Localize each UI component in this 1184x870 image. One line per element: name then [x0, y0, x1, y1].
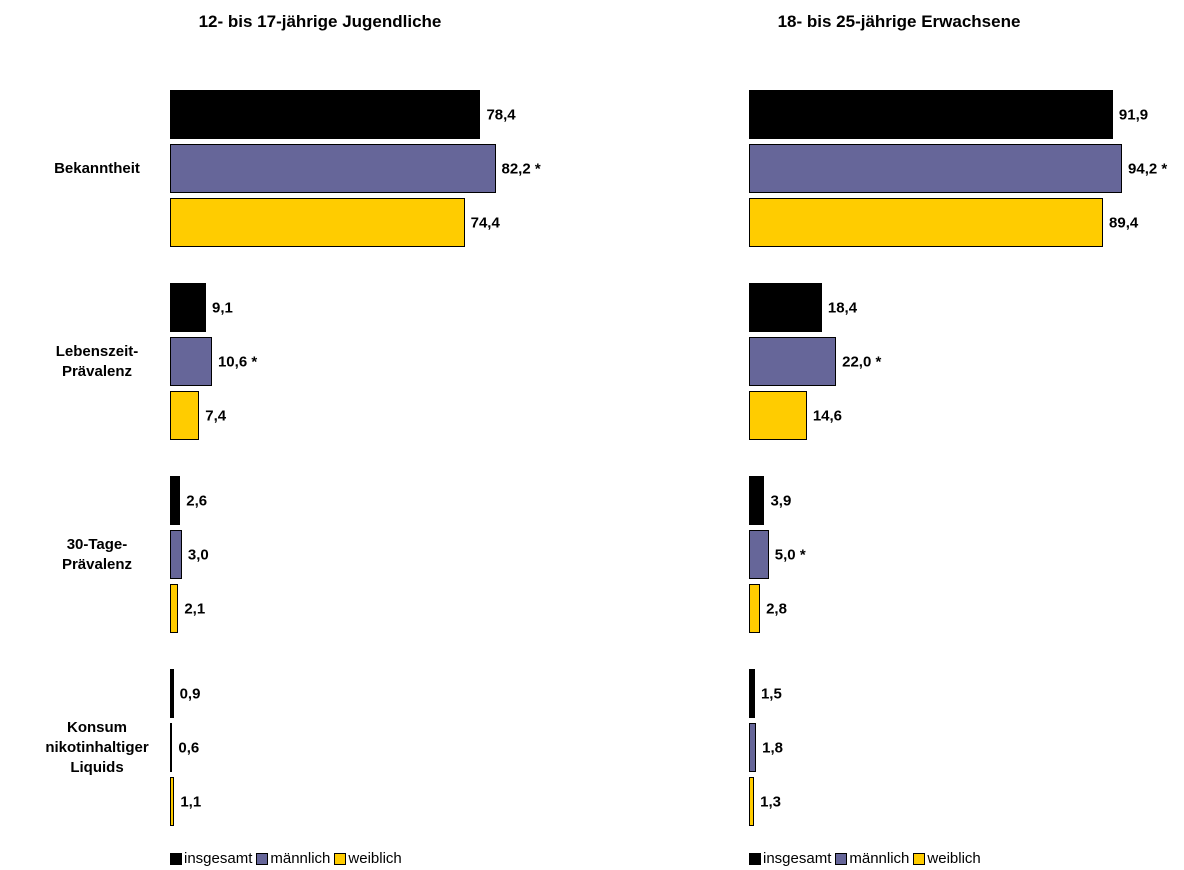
legend-label: insgesamt [184, 850, 253, 867]
bar [170, 669, 174, 718]
chart-title: 12- bis 17-jährige Jugendliche [198, 12, 442, 31]
value-label: 82,2 * [501, 160, 541, 177]
category-label: Konsum nikotinhaltiger Liquids [45, 718, 149, 776]
legend-label: weiblich [927, 850, 981, 867]
value-label: 9,1 [212, 299, 233, 316]
bar [749, 198, 1104, 247]
legend-label: insgesamt [763, 850, 832, 867]
bar [170, 391, 200, 440]
value-label: 91,9 [1118, 106, 1149, 123]
category-label: Lebenszeit- Prävalenz [55, 342, 139, 380]
bar [749, 723, 757, 772]
legend-swatch [835, 852, 848, 865]
bar [749, 337, 837, 386]
value-label: 10,6 * [217, 353, 258, 370]
bar [170, 283, 207, 332]
bar [170, 90, 481, 139]
value-label: 7,4 [205, 407, 227, 424]
legend-swatch [170, 852, 182, 865]
legend-swatch [913, 852, 926, 865]
bar [749, 530, 769, 579]
legend-swatch [256, 852, 269, 865]
value-label: 18,4 [827, 299, 858, 316]
value-label: 1,3 [760, 793, 781, 810]
bar [749, 584, 761, 633]
legend: insgesamt männlich weiblich [745, 850, 981, 867]
value-label: 3,0 [187, 546, 209, 563]
value-label: 14,6 [812, 407, 843, 424]
bar [170, 530, 182, 579]
bar [170, 476, 181, 525]
legend-label: männlich [270, 850, 331, 867]
value-label: 2,1 [184, 600, 206, 617]
value-label: 2,8 [766, 600, 787, 617]
bar [170, 337, 212, 386]
legend-swatch [334, 852, 347, 865]
value-label: 1,5 [760, 685, 782, 702]
bar [749, 669, 755, 718]
value-label: 1,1 [180, 793, 202, 810]
value-label: 1,8 [762, 739, 783, 756]
value-label: 94,2 * [1128, 160, 1168, 177]
legend-label: männlich [849, 850, 910, 867]
value-label: 5,0 * [774, 546, 806, 563]
bar [170, 777, 175, 826]
bar [749, 90, 1113, 139]
bar [170, 198, 465, 247]
value-label: 74,4 [470, 214, 500, 231]
chart-title: 18- bis 25-jährige Erwachsene [777, 12, 1021, 31]
value-label: 22,0 * [842, 353, 882, 370]
value-label: 89,4 [1109, 214, 1139, 231]
value-label: 3,9 [770, 492, 792, 509]
value-label: 78,4 [486, 106, 516, 123]
value-label: 2,6 [186, 492, 208, 509]
category-label: Bekanntheit [54, 159, 140, 177]
legend-label: weiblich [348, 850, 402, 867]
bar [170, 584, 179, 633]
bar [749, 777, 755, 826]
value-label: 0,9 [179, 685, 201, 702]
legend: insgesamt männlich weiblich [166, 850, 402, 867]
bar [749, 391, 807, 440]
bar [749, 144, 1123, 193]
category-label: 30-Tage- Prävalenz [61, 535, 133, 573]
bar [749, 283, 822, 332]
bar [170, 144, 496, 193]
bar [170, 723, 173, 772]
value-label: 0,6 [178, 739, 200, 756]
legend-swatch [749, 852, 761, 865]
bar [749, 476, 765, 525]
